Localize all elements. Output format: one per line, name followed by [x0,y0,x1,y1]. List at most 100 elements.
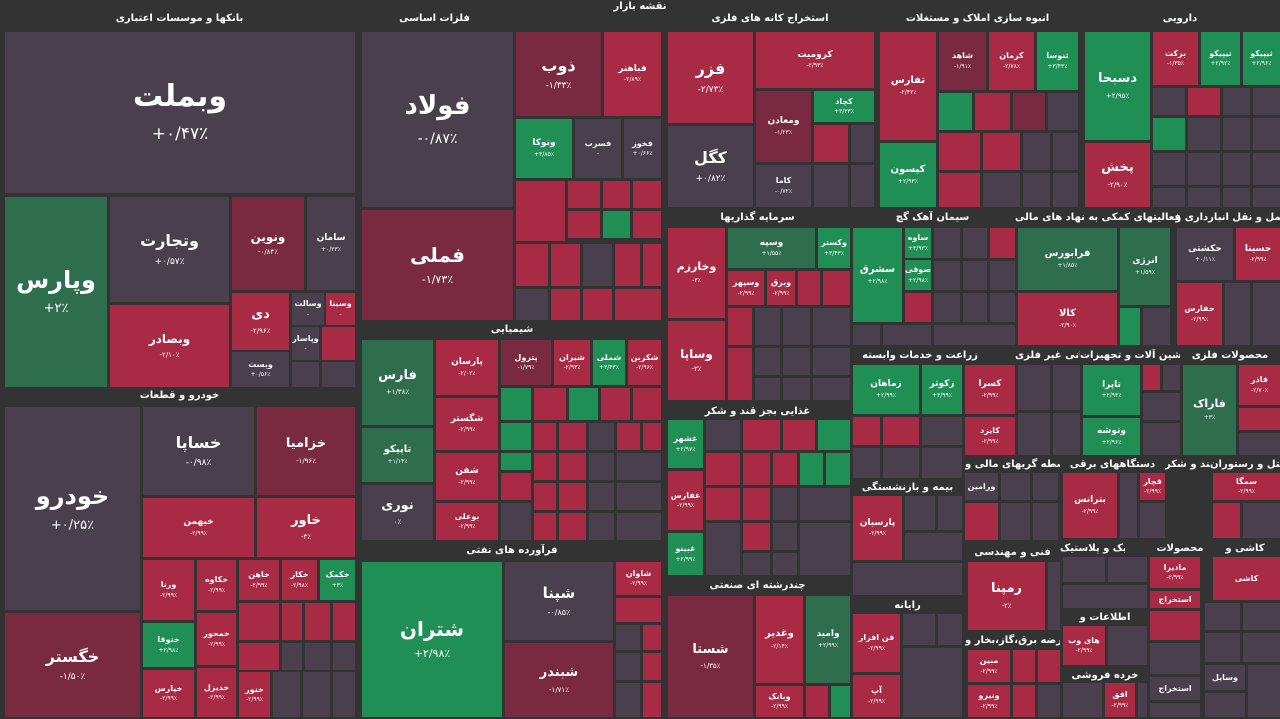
treemap-tile[interactable]: تاپرا +۲/۹۳٪ [1083,365,1140,415]
treemap-tile[interactable]: وخارزم -۳٪ [668,228,725,318]
treemap-tile[interactable]: وسینا - [326,293,355,325]
treemap-tile[interactable]: وسپه +۱/۵۵٪ [728,228,815,268]
treemap-tile[interactable]: ذوب -۱/۳۳٪ [516,32,601,116]
treemap-tile[interactable]: خپارس -۲/۹۹٪ [143,670,194,717]
treemap-tile[interactable]: ثیپیکو +۲/۹۶٪ [1243,32,1280,85]
treemap-tile[interactable]: پارسیان -۲/۹۹٪ [853,496,902,560]
treemap-tile[interactable]: شگستر -۲/۹۹٪ [436,398,498,450]
treemap-tile[interactable]: وکستر +۳/۴۳٪ [818,228,850,268]
treemap-tile[interactable]: وپاسار - [292,327,319,360]
treemap-tile[interactable]: خنور -۲/۹۹٪ [239,672,270,717]
treemap-tile[interactable]: ورامین [965,473,998,500]
treemap-tile[interactable]: پخش -۲/۹۰٪ [1085,143,1150,207]
treemap-tile[interactable]: شملی +۳/۴۳٪ [593,340,625,385]
treemap-tile[interactable]: حسینا -۲/۹۹٪ [1236,228,1280,280]
treemap-tile[interactable]: شیران -۲/۹۳٪ [554,340,590,385]
treemap-tile[interactable]: کچاد +۳/۳۳٪ [814,91,874,122]
treemap-tile[interactable]: ساوه +۳/۹۳٪ [905,228,931,258]
treemap-tile[interactable]: دسبحا +۲/۹۵٪ [1085,32,1150,140]
treemap-tile[interactable]: ثنوسا +۳/۴۳٪ [1037,32,1078,90]
treemap-tile[interactable]: فاذر -۲/۷۰٪ [1239,365,1280,405]
treemap-tile[interactable]: شکربن -۲/۹۶٪ [628,340,661,385]
treemap-tile[interactable]: خاهن -۲/۹۹٪ [239,560,279,600]
treemap-tile[interactable]: وتوشه +۲/۹۶٪ [1083,418,1140,455]
treemap-tile[interactable]: فملی -۱/۷۳٪ [362,210,513,320]
treemap-tile[interactable]: کاما -۰/۷۲٪ [756,165,811,207]
treemap-tile[interactable]: کرومیت -۲/۹۳٪ [756,32,874,88]
treemap-tile[interactable]: کایزد -۲/۹۹٪ [965,417,1015,455]
treemap-tile[interactable]: شپنا -۰/۸۵٪ [505,562,613,640]
treemap-tile[interactable]: پترول -۱/۷۹٪ [501,340,551,385]
treemap-tile[interactable]: فرابورس +۱/۸۵٪ [1018,228,1117,290]
treemap-tile[interactable]: خساپا -۰/۹۸٪ [143,407,254,495]
treemap-tile[interactable]: شاهد -۱/۹۱٪ [939,32,986,90]
treemap-tile[interactable]: کاشی [1213,557,1280,600]
treemap-tile[interactable]: وسپهر -۲/۹۹٪ [728,271,764,305]
treemap-tile[interactable]: فخوز +۰/۶۶٪ [624,119,661,178]
treemap-tile[interactable]: برکت -۱/۳۵٪ [1153,32,1198,85]
treemap-tile[interactable]: کسرا -۲/۹۹٪ [965,365,1015,414]
treemap-tile[interactable]: فن افزار -۲/۹۹٪ [853,614,900,672]
treemap-tile[interactable]: حفارس -۲/۹۹٪ [1177,283,1222,345]
treemap-tile[interactable]: سمگا -۲/۹۹٪ [1213,473,1280,500]
treemap-tile[interactable]: ختوقا +۲/۹۸٪ [143,623,194,667]
treemap-tile[interactable]: سامان +۰/۲۳٪ [307,197,355,290]
treemap-tile[interactable]: های وب -۲/۹۹٪ [1063,626,1105,665]
treemap-tile[interactable]: نوری ۰٪ [362,485,433,540]
treemap-tile[interactable]: کگل +۰/۸۲٪ [668,126,753,207]
treemap-tile[interactable]: زکوثر +۳/۹۹٪ [922,365,962,414]
treemap-tile[interactable]: کیسون +۲/۹۳٪ [880,143,936,207]
treemap-tile[interactable]: خیهمن -۲/۹۹٪ [143,498,254,557]
treemap-tile[interactable]: شاوان -۲/۹۹٪ [616,562,661,595]
treemap-tile[interactable]: فزر -۲/۷۳٪ [668,32,753,123]
treemap-tile[interactable]: خکاوه -۲/۹۹٪ [197,560,236,610]
treemap-tile[interactable]: تفارس -۲/۴۲٪ [880,32,936,140]
treemap-tile[interactable]: وامید +۲/۹۹٪ [806,596,850,683]
treemap-tile[interactable]: قچار -۲/۹۹٪ [1140,473,1165,500]
treemap-tile[interactable]: وبصادر -۲/۱۰٪ [110,305,229,387]
treemap-tile[interactable]: خکمک +۳٪ [320,560,355,600]
treemap-tile[interactable]: وتوکا +۳/۸۵٪ [516,119,572,178]
treemap-tile[interactable]: ونیرو -۲/۹۹٪ [968,685,1010,717]
treemap-tile[interactable]: آپ -۲/۹۹٪ [853,675,900,717]
treemap-tile[interactable]: وبست +۰/۵۶٪ [232,352,289,387]
treemap-tile[interactable]: وسایل [1205,665,1245,690]
treemap-tile[interactable]: افق -۲/۹۹٪ [1105,683,1135,717]
treemap-tile[interactable]: غفارس -۲/۹۹٪ [668,471,703,530]
treemap-tile[interactable]: وساپا -۳٪ [668,321,725,400]
treemap-tile[interactable]: وبانک -۲/۹۹٪ [756,686,803,717]
treemap-tile[interactable]: ونوین -۰/۸۴٪ [232,197,304,290]
treemap-tile[interactable]: دی -۲/۹۶٪ [232,293,289,350]
treemap-tile[interactable]: بترانس -۲/۹۹٪ [1063,473,1117,538]
treemap-tile[interactable]: وتجارت +۰/۵۷٪ [110,197,229,302]
treemap-tile[interactable]: خدیزل -۲/۹۹٪ [197,668,236,717]
treemap-tile[interactable]: غشهر +۲/۹۷٪ [668,420,703,468]
treemap-tile[interactable]: فارس +۱/۳۸٪ [362,340,433,425]
treemap-tile[interactable]: زماهان +۲/۹۹٪ [853,365,919,414]
treemap-tile[interactable]: وبملت +۰/۴۷٪ [5,32,355,193]
treemap-tile[interactable]: رمپنا -۲٪ [968,562,1045,630]
treemap-tile[interactable]: ومعادن -۱/۲۳٪ [756,91,811,162]
treemap-tile[interactable]: فسرب - [575,119,621,178]
treemap-tile[interactable]: خاور -۳٪ [257,498,355,557]
treemap-tile[interactable]: غبینو +۲/۹۹٪ [668,533,703,575]
treemap-tile[interactable]: کرمان -۲/۷۸٪ [989,32,1034,90]
treemap-tile[interactable]: وغدیر -۲/۱۴٪ [756,596,803,683]
treemap-tile[interactable]: وپارس +۲٪ [5,197,107,387]
treemap-tile[interactable]: فباهنر -۲/۸۹٪ [604,32,661,116]
treemap-tile[interactable]: تاپیکو +۱/۱۴٪ [362,428,433,482]
treemap-tile[interactable]: سشرق +۲/۹۸٪ [853,228,902,322]
treemap-tile[interactable]: ورنا -۲/۹۹٪ [143,560,194,620]
treemap-tile[interactable]: وبرق -۲/۹۹٪ [767,271,795,305]
treemap-tile[interactable]: بوعلی -۲/۹۹٪ [436,503,498,540]
treemap-tile[interactable]: مبین -۲/۹۹٪ [968,650,1010,682]
treemap-tile[interactable]: استخراج [1150,677,1200,700]
treemap-tile[interactable]: خزامیا -۱/۹۶٪ [257,407,355,495]
treemap-tile[interactable]: شبندر -۱/۷۱٪ [505,643,613,717]
treemap-tile[interactable]: خگستر -۱/۵۰٪ [5,613,140,717]
treemap-tile[interactable]: پارسان -۲/۰۲٪ [436,340,498,395]
treemap-tile[interactable]: کالا -۲/۹۰٪ [1018,293,1117,345]
treemap-tile[interactable]: انرژی +۱/۵۹٪ [1120,228,1170,305]
treemap-tile[interactable]: خمحور -۲/۹۹٪ [197,613,236,665]
treemap-tile[interactable]: وسالت - [292,293,324,325]
